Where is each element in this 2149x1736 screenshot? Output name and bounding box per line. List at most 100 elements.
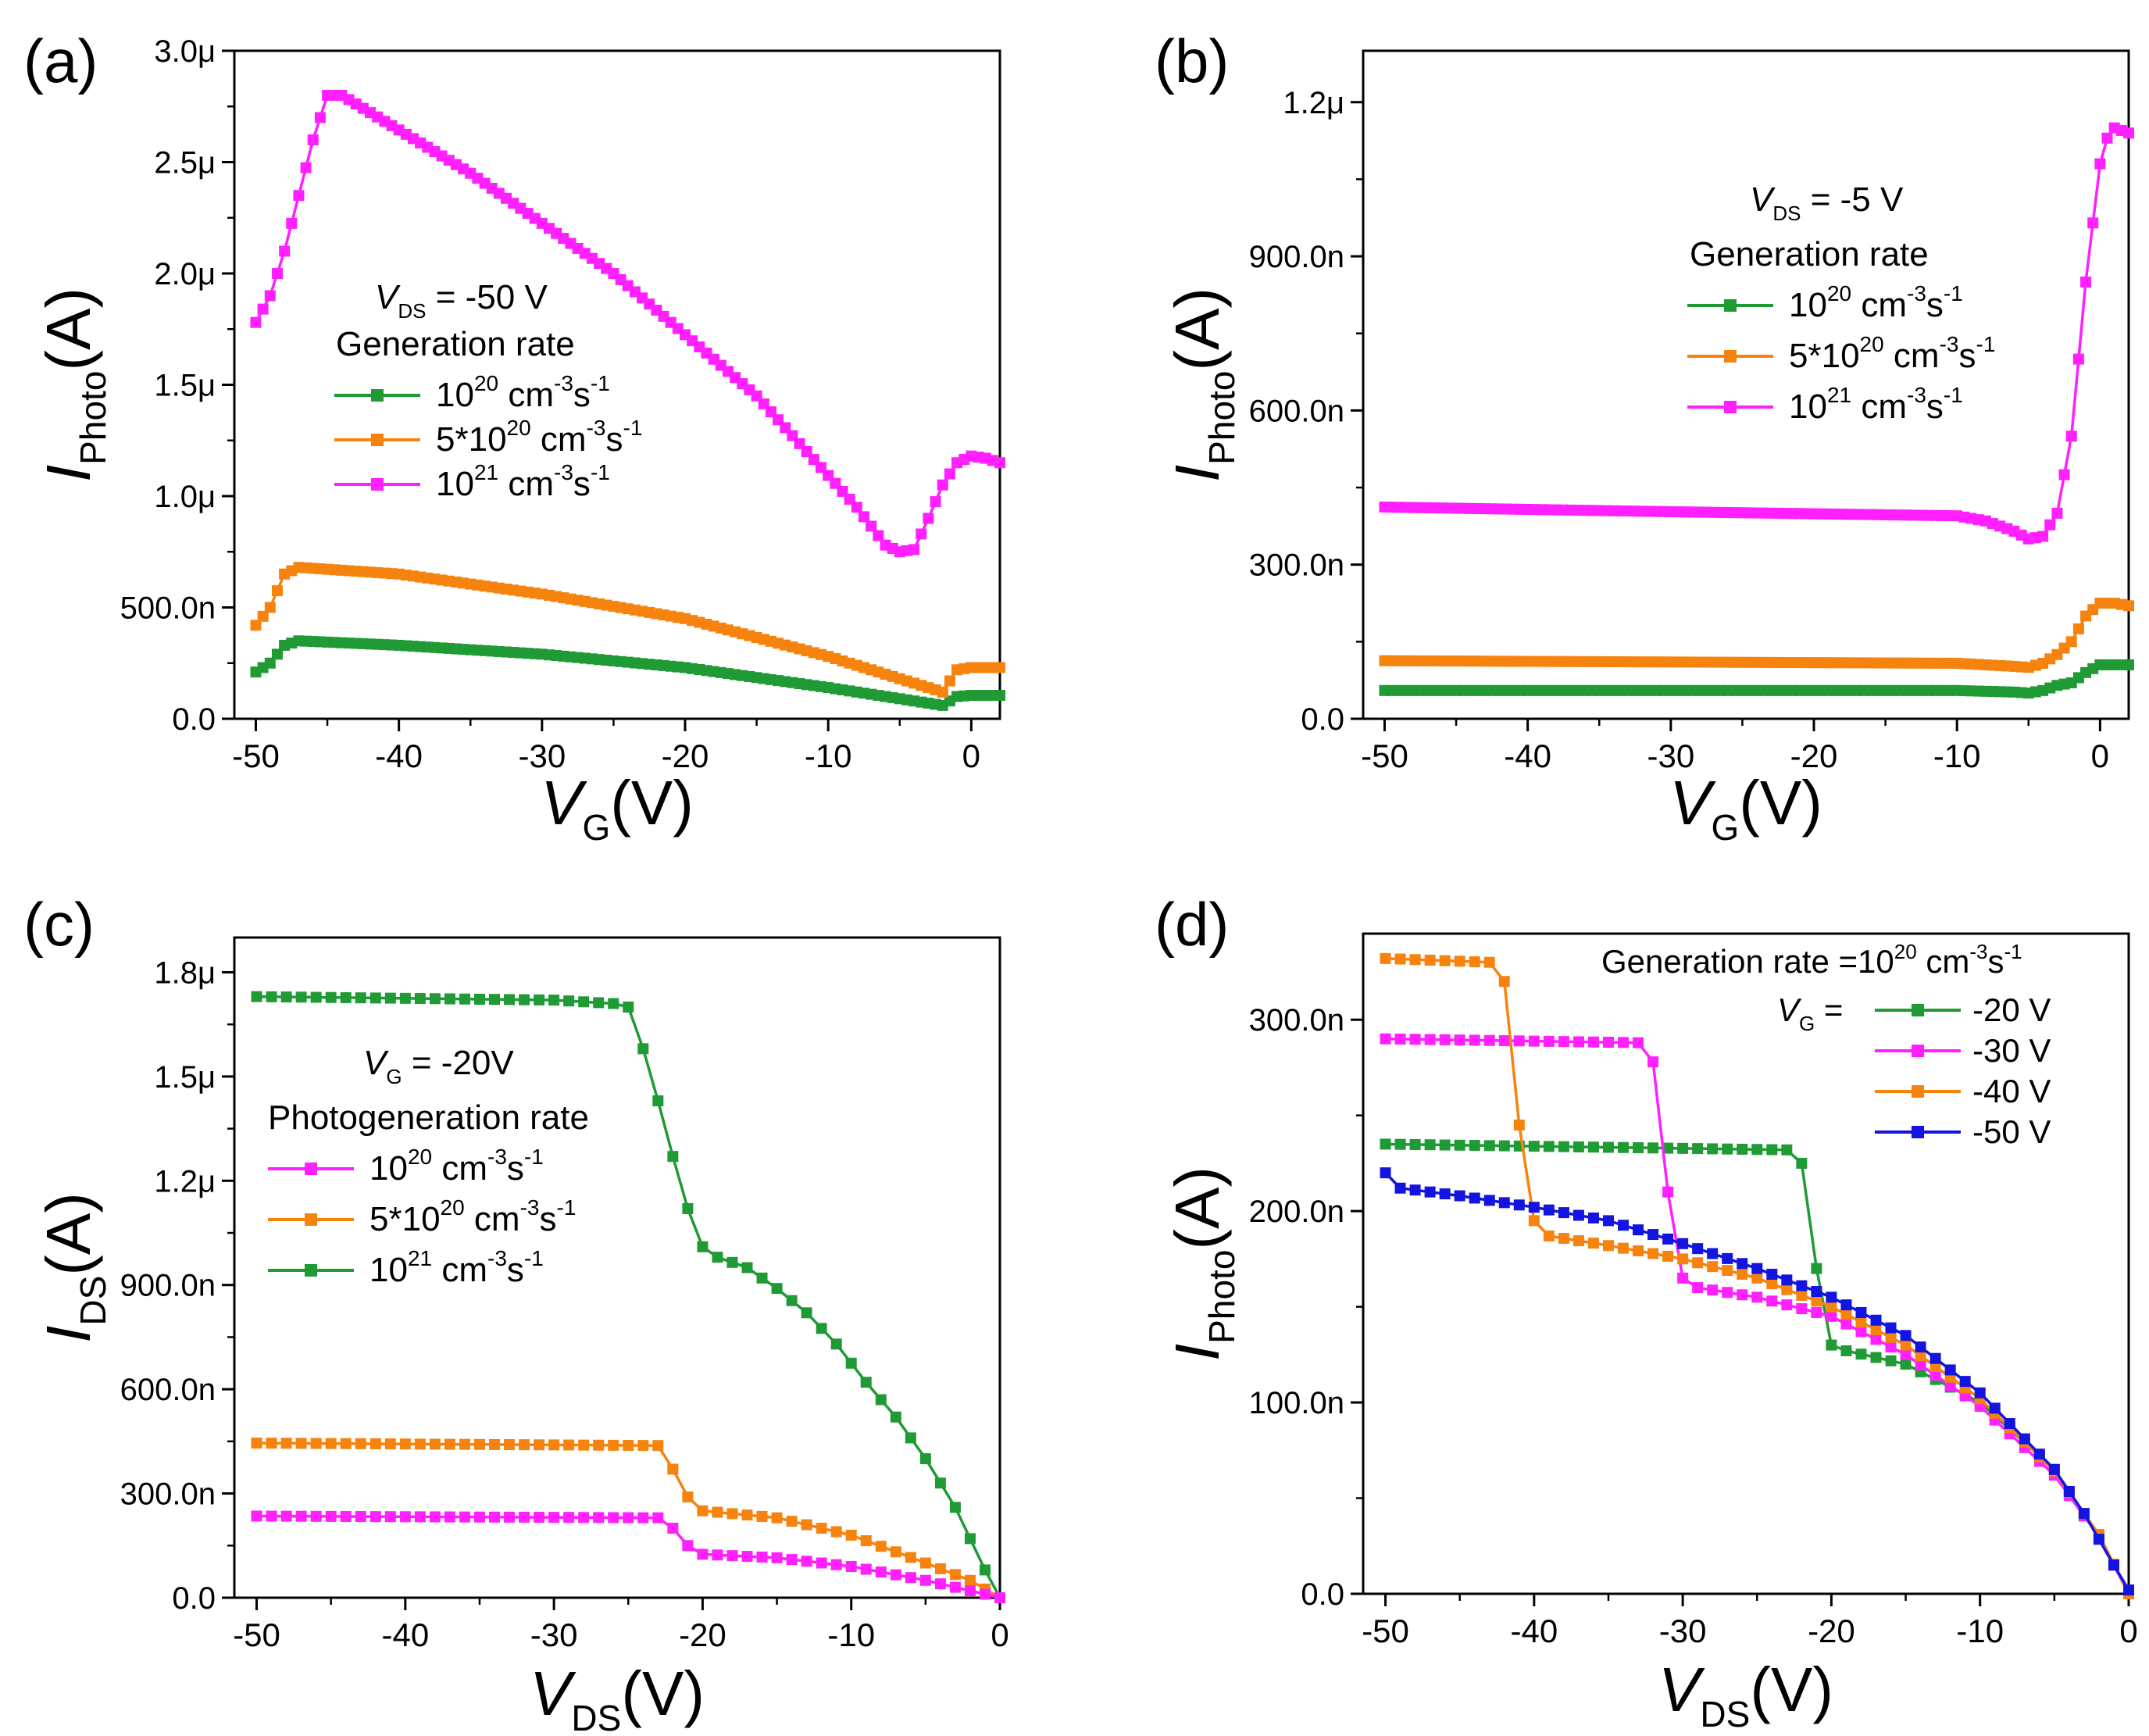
data-point xyxy=(860,1535,872,1547)
data-point xyxy=(712,1252,723,1263)
data-point xyxy=(279,245,291,257)
x-axis-label: VDS(V) xyxy=(1658,1655,1833,1734)
legend-label: 5*1020 cm-3s-1 xyxy=(436,416,642,459)
data-point xyxy=(1454,1190,1465,1202)
annotation-condition: VDS = -5 V xyxy=(1750,180,1904,225)
data-point xyxy=(1692,1243,1704,1255)
data-point xyxy=(979,1588,991,1600)
data-point xyxy=(251,991,262,1002)
y-axis-label: IPhoto(A) xyxy=(1162,1166,1242,1361)
legend-label: -30 V xyxy=(1972,1032,2051,1069)
data-point xyxy=(1528,1141,1540,1152)
data-point xyxy=(937,686,948,698)
data-point xyxy=(534,1439,545,1451)
data-point xyxy=(489,994,501,1006)
data-point xyxy=(1633,1037,1644,1048)
data-point xyxy=(1498,976,1510,988)
series-line xyxy=(1385,1142,2130,1595)
data-point xyxy=(1811,1286,1822,1298)
data-point xyxy=(1692,1282,1704,1294)
data-point xyxy=(1483,956,1495,968)
data-point xyxy=(251,1438,262,1449)
data-point xyxy=(1885,1341,1897,1353)
panel-label: (a) xyxy=(23,27,98,95)
data-point xyxy=(1677,1253,1689,1265)
data-point xyxy=(266,1438,277,1449)
annotation-title: Generation rate xyxy=(336,325,575,363)
data-point xyxy=(1900,1359,1912,1370)
y-tick-label: 1.2μ xyxy=(1283,86,1344,120)
data-point xyxy=(1959,1376,1971,1388)
x-tick-label: -20 xyxy=(1790,738,1838,774)
x-tick-label: -50 xyxy=(1361,738,1408,774)
legend-marker xyxy=(1724,299,1737,312)
data-point xyxy=(519,1439,530,1451)
data-point xyxy=(801,1556,812,1567)
annotation-condition: VDS = -50 V xyxy=(375,278,548,323)
data-point xyxy=(2072,623,2084,634)
x-tick-label: -30 xyxy=(530,1616,578,1653)
data-point xyxy=(2101,132,2113,144)
data-point xyxy=(578,1512,590,1523)
data-point xyxy=(726,1256,738,1268)
data-point xyxy=(593,1439,605,1451)
data-point xyxy=(2108,1559,2119,1571)
data-point xyxy=(1513,1119,1525,1131)
data-point xyxy=(2058,469,2070,480)
data-point xyxy=(1855,1326,1867,1338)
data-point xyxy=(756,1551,768,1563)
legend-marker xyxy=(1724,350,1737,363)
data-point xyxy=(1855,1306,1867,1318)
data-point xyxy=(1618,1220,1630,1231)
data-point xyxy=(1380,1138,1391,1150)
x-tick-label: -10 xyxy=(1956,1613,2004,1649)
y-tick-label: 900.0n xyxy=(120,1269,216,1303)
data-point xyxy=(816,1523,827,1534)
data-point xyxy=(682,1540,694,1552)
data-point xyxy=(2123,127,2134,139)
x-tick-label: -40 xyxy=(1510,1613,1558,1649)
data-point xyxy=(2063,1485,2075,1497)
data-point xyxy=(384,992,396,1004)
data-point xyxy=(1677,1238,1689,1249)
data-point xyxy=(905,1552,916,1563)
data-point xyxy=(489,1511,501,1523)
data-point xyxy=(916,528,927,540)
data-point xyxy=(504,1511,516,1523)
data-point xyxy=(548,1512,560,1523)
data-point xyxy=(414,1511,426,1523)
data-point xyxy=(2072,353,2084,365)
data-point xyxy=(1647,1056,1659,1068)
data-point xyxy=(1751,1291,1763,1303)
data-point xyxy=(1766,1295,1778,1307)
y-tick-label: 600.0n xyxy=(1249,394,1344,428)
data-point xyxy=(1394,1182,1406,1194)
data-point xyxy=(937,479,948,491)
data-point xyxy=(1944,1380,1956,1391)
plot-frame xyxy=(233,936,1001,1599)
data-point xyxy=(1781,1299,1793,1311)
data-point xyxy=(905,1572,916,1584)
data-point xyxy=(1840,1309,1852,1320)
data-point xyxy=(1543,1204,1555,1216)
annotation-vg: VG = xyxy=(1777,991,1843,1035)
data-point xyxy=(355,1438,366,1449)
y-tick-label: 0.0 xyxy=(1301,702,1344,737)
data-point xyxy=(726,1550,738,1562)
data-point xyxy=(1707,1261,1719,1273)
data-point xyxy=(1528,1035,1540,1047)
data-point xyxy=(1662,1233,1674,1245)
data-point xyxy=(830,1338,842,1350)
data-point xyxy=(741,1509,753,1521)
data-point xyxy=(1439,1188,1451,1200)
data-point xyxy=(1737,1268,1748,1280)
legend-label: -40 V xyxy=(1972,1073,2051,1109)
data-point xyxy=(905,1432,916,1444)
data-point xyxy=(1870,1324,1882,1335)
legend-label: 1020 cm-3s-1 xyxy=(1789,281,1963,324)
data-point xyxy=(1528,1202,1540,1213)
data-point xyxy=(2065,430,2077,442)
data-point xyxy=(1633,1245,1644,1257)
annotation-title: Generation rate xyxy=(1690,235,1929,273)
data-point xyxy=(355,1511,366,1523)
